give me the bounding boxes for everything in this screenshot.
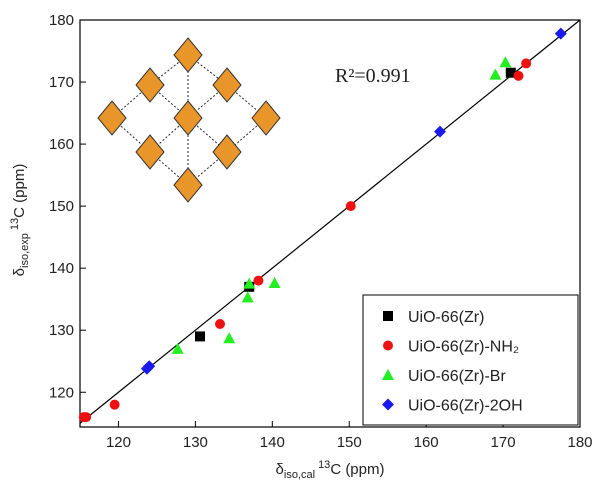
x-label-superscript: 13 [318,459,330,471]
x-tick-label: 150 [337,434,362,451]
marker-circle [110,400,120,410]
y-tick-label: 170 [49,74,74,91]
y-label-symbol: δ [11,268,28,276]
marker-circle [215,319,225,329]
marker-circle [521,58,531,68]
marker-diamond [555,28,567,40]
marker-triangle [223,332,235,343]
marker-circle [383,341,393,351]
x-axis-label: δiso,cal13C (ppm) [276,459,385,481]
marker-triangle [269,277,281,288]
chart: R²=0.991 δiso,exp13C (ppm) δiso,cal13C (… [0,0,594,486]
annotation: R²=0.991 [335,65,411,87]
legend-label: UiO-66(Zr)-NH₂ [408,339,519,356]
y-label-subscript: iso,exp [19,233,31,268]
x-tick-label: 170 [491,434,516,451]
x-tick-label: 160 [414,434,439,451]
legend-label: UiO-66(Zr)-Br [408,368,506,385]
y-label-rest: C (ppm) [11,164,28,218]
marker-square [383,311,393,321]
marker-circle [513,71,523,81]
marker-triangle [489,69,501,80]
marker-circle [253,276,263,286]
x-label-subscript: iso,cal [284,469,315,481]
marker-triangle [242,291,254,302]
y-tick-label: 160 [49,136,74,153]
legend-label: UiO-66(Zr) [408,309,484,326]
x-tick-label: 180 [567,434,592,451]
marker-circle [81,412,91,422]
marker-square [195,331,205,341]
y-axis-label: δiso,exp 13C (ppm) [9,164,31,277]
y-tick-label: 130 [49,322,74,339]
x-label-symbol: δ [276,461,284,478]
mof-structure [98,38,280,202]
y-tick-label: 150 [49,198,74,215]
x-tick-label: 140 [260,434,285,451]
y-tick-label: 180 [49,12,74,29]
legend-label: UiO-66(Zr)-2OH [408,398,523,415]
y-label-superscript: 13 [9,218,21,230]
y-tick-label: 140 [49,260,74,277]
x-tick-label: 130 [183,434,208,451]
marker-triangle [499,56,511,67]
y-tick-label: 120 [49,384,74,401]
x-tick-label: 120 [106,434,131,451]
x-label-rest: C (ppm) [330,461,384,478]
marker-circle [346,201,356,211]
